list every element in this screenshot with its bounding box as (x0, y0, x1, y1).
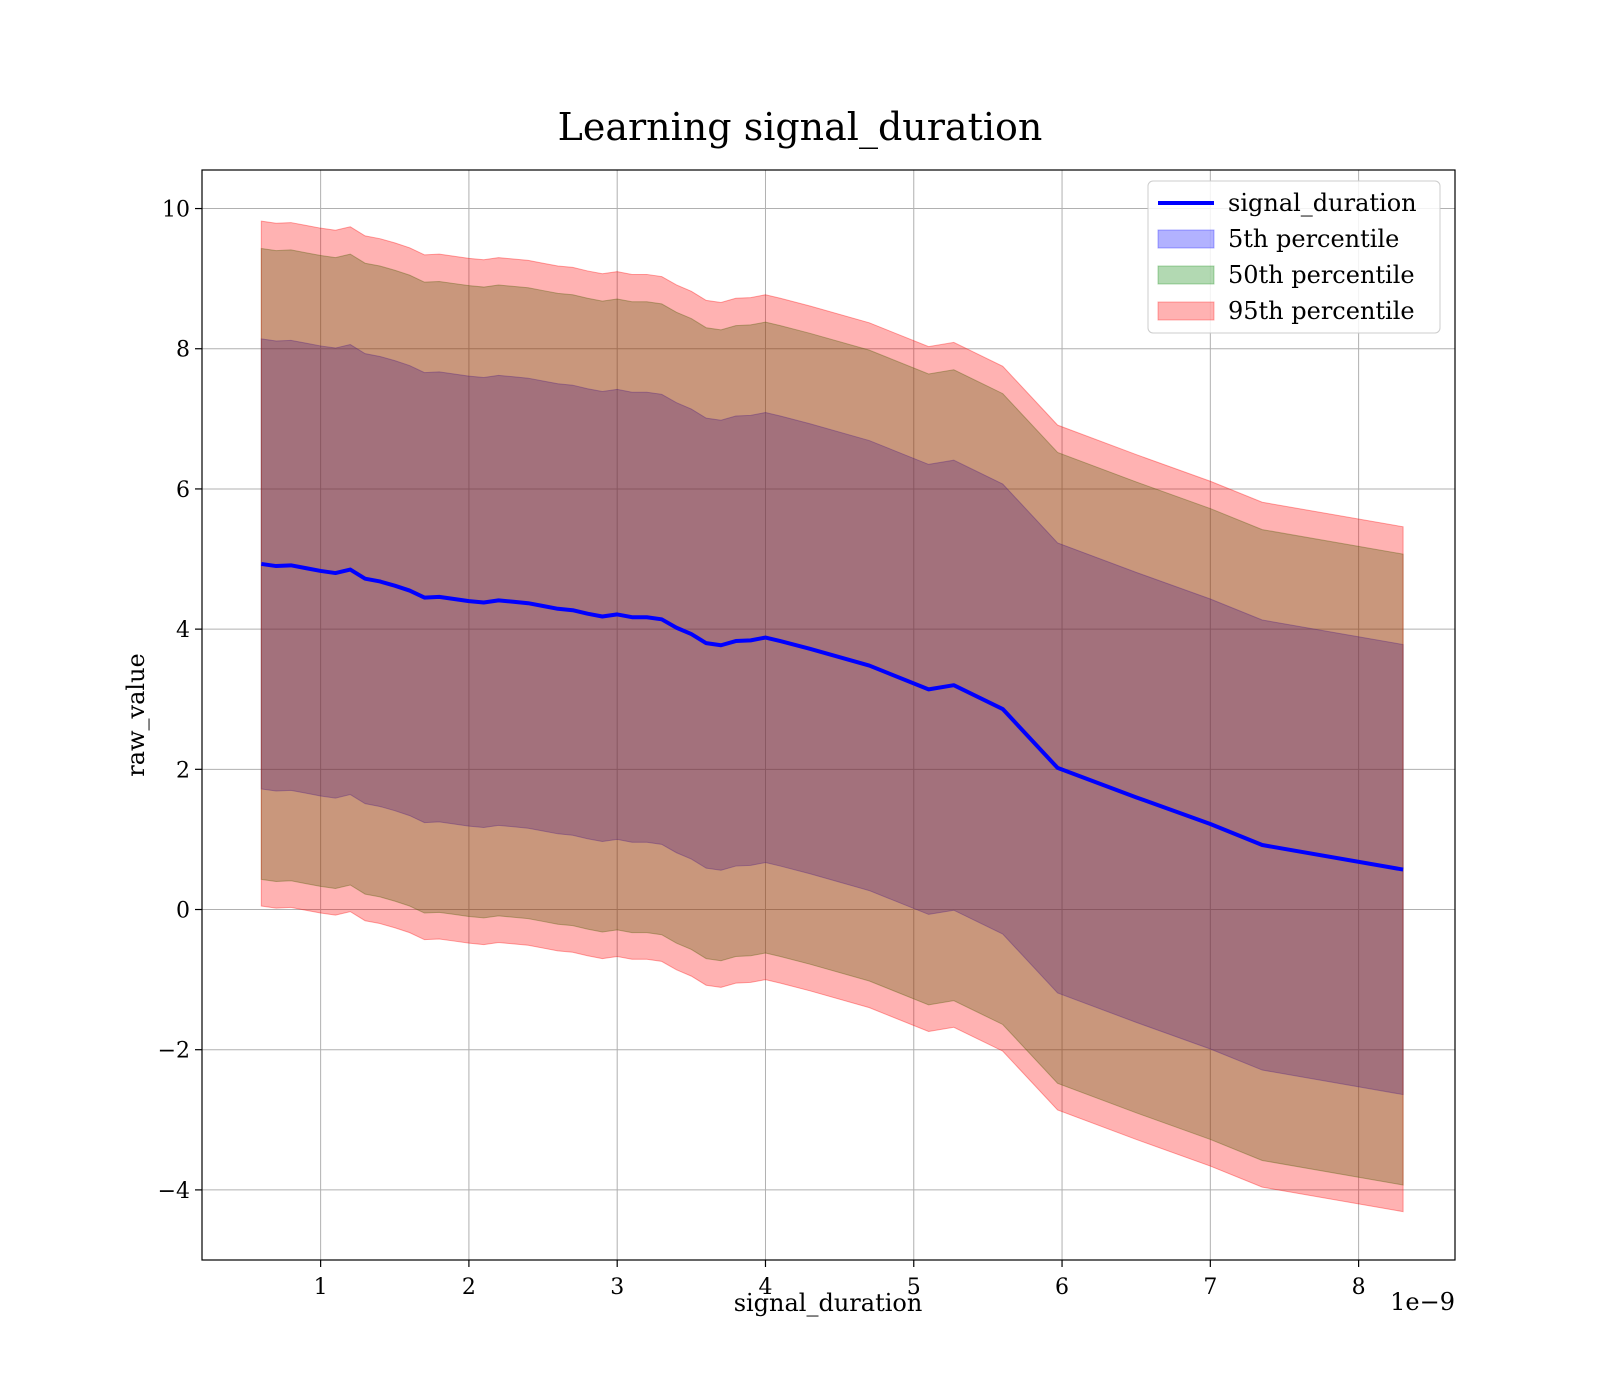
series-lines (261, 561, 1404, 872)
x-tick-label: 1 (314, 1275, 328, 1300)
y-tick-label: −4 (158, 1179, 190, 1204)
y-tick-label: −2 (158, 1039, 190, 1064)
x-axis-label: signal_duration (734, 1289, 923, 1317)
line-signal_duration (261, 561, 1404, 872)
plot-area-frame (201, 169, 1456, 1261)
x-axis-ticks: 1 2 3 4 5 6 7 8 (314, 1260, 1366, 1300)
x-tick-label: 2 (462, 1275, 476, 1300)
x-tick-label: 7 (1203, 1275, 1217, 1300)
band-5th-percentile (260, 338, 1404, 1096)
y-tick-label: 0 (176, 899, 190, 924)
y-axis-ticks: −4 −2 0 2 4 6 8 10 (158, 198, 202, 1204)
x-tick-label: 5 (907, 1275, 921, 1300)
y-tick-label: 2 (176, 758, 190, 783)
y-tick-label: 6 (176, 478, 190, 503)
legend-box (1147, 180, 1441, 334)
band-95th-percentile (260, 220, 1404, 1213)
y-axis-label: raw_value (122, 653, 150, 777)
x-tick-label: 3 (610, 1275, 624, 1300)
legend: signal_duration 5th percentile 50th percen… (1147, 180, 1441, 334)
legend-entry: 5th percentile (1228, 225, 1399, 253)
legend-swatch (1157, 265, 1215, 285)
legend-entry: 50th percentile (1228, 261, 1415, 289)
chart-title: Learning signal_duration (558, 105, 1043, 150)
band-50th-percentile (260, 247, 1404, 1186)
legend-entry: 95th percentile (1228, 297, 1415, 325)
y-tick-label: 8 (176, 338, 190, 363)
grid (202, 170, 1455, 1260)
x-tick-label: 8 (1352, 1275, 1366, 1300)
legend-swatch (1157, 229, 1215, 249)
percentile-bands (260, 220, 1404, 1213)
y-tick-label: 4 (176, 618, 190, 643)
y-tick-label: 10 (162, 198, 190, 223)
legend-entry: signal_duration (1228, 189, 1417, 217)
x-tick-label: 4 (758, 1275, 772, 1300)
x-tick-label: 6 (1055, 1275, 1069, 1300)
legend-swatch (1157, 301, 1215, 321)
x-axis-offset-label: 1e−9 (1390, 1288, 1455, 1316)
